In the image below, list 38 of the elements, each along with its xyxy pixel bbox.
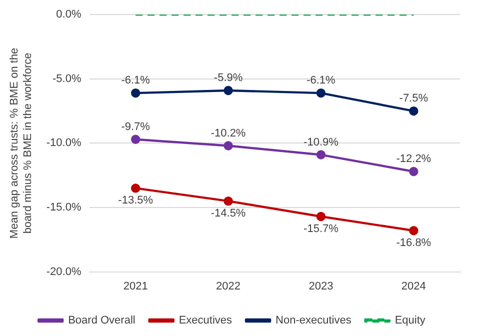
point <box>130 134 140 144</box>
point <box>224 86 233 96</box>
data-label: -6.1% <box>306 74 336 87</box>
y-tick-label: -20.0% <box>46 266 82 278</box>
point <box>130 88 140 98</box>
data-label: -14.5% <box>210 208 246 220</box>
x-tick-label: 2022 <box>216 280 241 292</box>
x-tick-label: 2023 <box>308 280 334 292</box>
y-tick-label: -15.0% <box>46 202 82 214</box>
legend-label: Board Overall <box>68 314 136 327</box>
data-label: -7.5% <box>399 92 428 105</box>
data-label: -9.7% <box>121 120 150 133</box>
point <box>409 226 418 236</box>
y-tick-label: -5.0% <box>52 72 82 85</box>
point <box>409 106 418 116</box>
data-label: -6.1% <box>121 74 150 87</box>
point <box>409 166 418 176</box>
x-tick-label: 2024 <box>401 280 426 292</box>
data-label: -16.8% <box>396 237 432 250</box>
point <box>316 88 326 98</box>
point <box>130 184 140 193</box>
y-tick-label: -10.0% <box>46 137 82 150</box>
y-tick-label: 0.0% <box>56 8 82 21</box>
data-label: -12.2% <box>396 153 432 166</box>
legend-label: Executives <box>178 314 233 327</box>
data-label: -13.5% <box>118 194 154 207</box>
x-tick-label: 2021 <box>123 280 148 292</box>
legend-label: Equity <box>394 314 426 327</box>
point <box>224 196 233 206</box>
point <box>316 212 326 222</box>
data-label: -15.7% <box>304 223 339 236</box>
data-label: -10.9% <box>304 136 339 148</box>
data-label: -5.9% <box>214 72 243 84</box>
point <box>224 141 233 150</box>
point <box>316 150 326 160</box>
y-axis-title: Mean gap across trusts: % BME on the board minus % BME in the workforce <box>8 48 34 239</box>
legend-label: Non-executives <box>276 314 352 327</box>
data-label: -10.2% <box>210 127 246 140</box>
